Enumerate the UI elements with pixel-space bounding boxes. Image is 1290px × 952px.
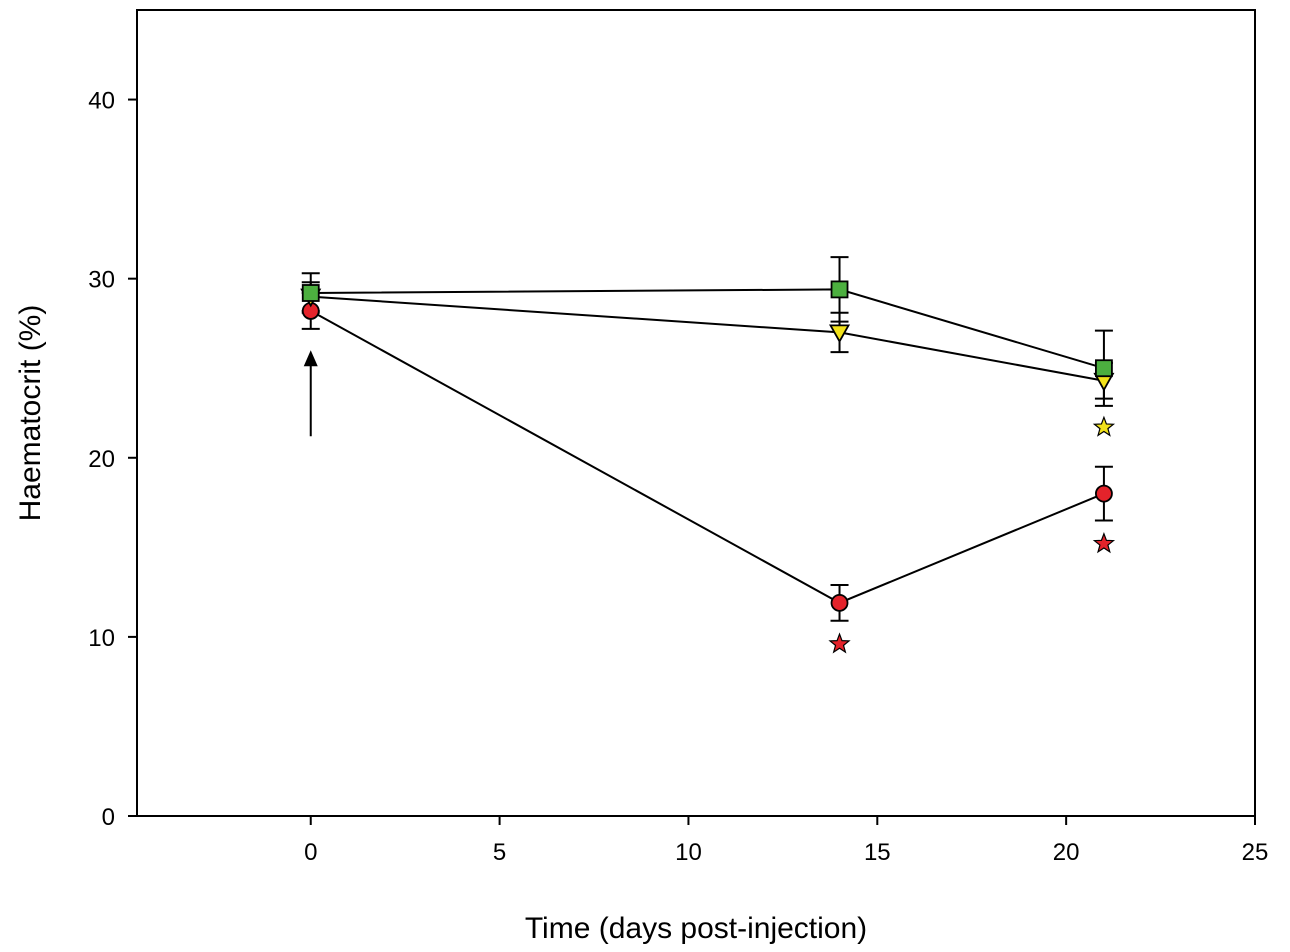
y-tick-label: 10	[88, 625, 115, 652]
series-lines	[310, 288, 1105, 604]
x-axis-title: Time (days post-injection)	[525, 912, 867, 945]
x-tick-label: 5	[493, 839, 506, 866]
annotations	[303, 350, 318, 437]
y-tick-label: 40	[88, 88, 115, 115]
triangle-marker	[828, 324, 851, 344]
y-tick-label: 30	[88, 267, 115, 294]
circle-marker	[830, 593, 849, 612]
x-tick-label: 20	[1053, 839, 1080, 866]
circle-marker	[1095, 484, 1113, 503]
square-marker	[1095, 359, 1113, 378]
significance-star	[828, 632, 851, 654]
x-tick-label: 25	[1242, 839, 1269, 866]
square-marker	[830, 280, 849, 299]
significance-star	[1092, 415, 1116, 437]
significance-stars	[828, 415, 1116, 654]
axis-ticks: 0 5 10 15 20 25 0 10 20 30 40	[88, 88, 1268, 866]
square-marker	[301, 284, 320, 302]
y-axis-title: Haematocrit (%)	[14, 305, 47, 522]
y-tick-label: 20	[88, 446, 115, 473]
x-tick-label: 10	[675, 839, 702, 866]
error-bars	[301, 256, 1113, 622]
plot-frame	[136, 9, 1256, 817]
series-line	[310, 295, 1105, 382]
annotation-arrow-head	[303, 350, 318, 367]
x-tick-label: 15	[864, 839, 891, 866]
y-tick-label: 0	[102, 804, 115, 831]
x-tick-label: 0	[304, 839, 317, 866]
data-markers	[300, 280, 1115, 612]
series-line	[310, 310, 1105, 604]
significance-star	[1092, 532, 1116, 554]
series-line	[310, 288, 1105, 370]
